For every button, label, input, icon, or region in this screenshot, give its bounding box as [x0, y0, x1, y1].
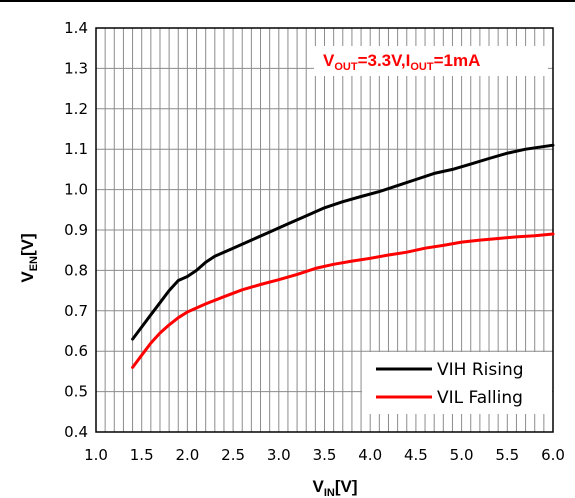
annotation-part: V	[323, 51, 335, 70]
x-axis-label: VIN[V]	[312, 477, 357, 498]
y-axis-label-unit: [V]	[18, 233, 37, 256]
y-tick-labels: 0.4 0.5 0.6 0.7 0.8 0.9 1.0 1.1 1.2 1.3 1.4	[64, 19, 88, 441]
y-tick-label: 1.0	[64, 181, 88, 199]
x-tick-label: 5.0	[450, 446, 474, 464]
annotation-text: VOUT=3.3V,IOUT=1mA	[323, 51, 480, 73]
annotation-subscript: OUT	[334, 61, 358, 73]
y-tick-label: 1.2	[64, 100, 88, 118]
x-tick-label: 6.0	[541, 446, 565, 464]
y-tick-label: 1.3	[64, 59, 88, 77]
y-axis-label-main: V	[18, 271, 37, 283]
annotation-part: =3.3V,I	[358, 51, 411, 70]
y-tick-label: 0.7	[64, 302, 88, 320]
x-tick-label: 3.5	[313, 446, 337, 464]
y-tick-label: 1.1	[64, 140, 88, 158]
legend: VIH Rising VIL Falling	[362, 352, 552, 414]
plot-area	[95, 27, 554, 433]
x-tick-labels: 1.0 1.5 2.0 2.5 3.0 3.5 4.0 4.5 5.0 5.5 6.0	[84, 446, 565, 464]
y-tick-label: 0.9	[64, 221, 88, 239]
x-tick-label: 4.0	[358, 446, 382, 464]
x-axis-label-main: V	[312, 477, 324, 496]
x-axis-label-unit: [V]	[335, 477, 358, 496]
annotation-part: =1mA	[434, 51, 481, 70]
legend-label-vih-rising: VIH Rising	[437, 360, 524, 380]
x-tick-label: 3.0	[267, 446, 291, 464]
y-tick-label: 0.5	[64, 383, 88, 401]
y-tick-label: 0.6	[64, 342, 88, 360]
series-line-vih-rising	[131, 143, 555, 341]
x-tick-label: 5.5	[495, 446, 519, 464]
legend-background	[362, 352, 552, 414]
y-axis-label: VEN[V]	[18, 233, 40, 282]
y-tick-label: 1.4	[64, 19, 88, 37]
x-tick-label: 2.0	[175, 446, 199, 464]
annotation-box: VOUT=3.3V,IOUT=1mA	[314, 46, 548, 76]
series-lines	[131, 143, 555, 369]
y-axis-label-sub: EN	[28, 256, 40, 271]
series-line-vil-falling	[131, 232, 555, 369]
x-axis-label-sub: IN	[324, 487, 335, 498]
x-tick-label: 2.5	[221, 446, 245, 464]
annotation-subscript: OUT	[410, 61, 434, 73]
x-tick-label: 1.5	[130, 446, 154, 464]
legend-label-vil-falling: VIL Falling	[437, 388, 523, 408]
y-tick-label: 0.8	[64, 261, 88, 279]
y-tick-label: 0.4	[64, 423, 88, 441]
x-tick-label: 1.0	[84, 446, 108, 464]
x-tick-label: 4.5	[404, 446, 428, 464]
